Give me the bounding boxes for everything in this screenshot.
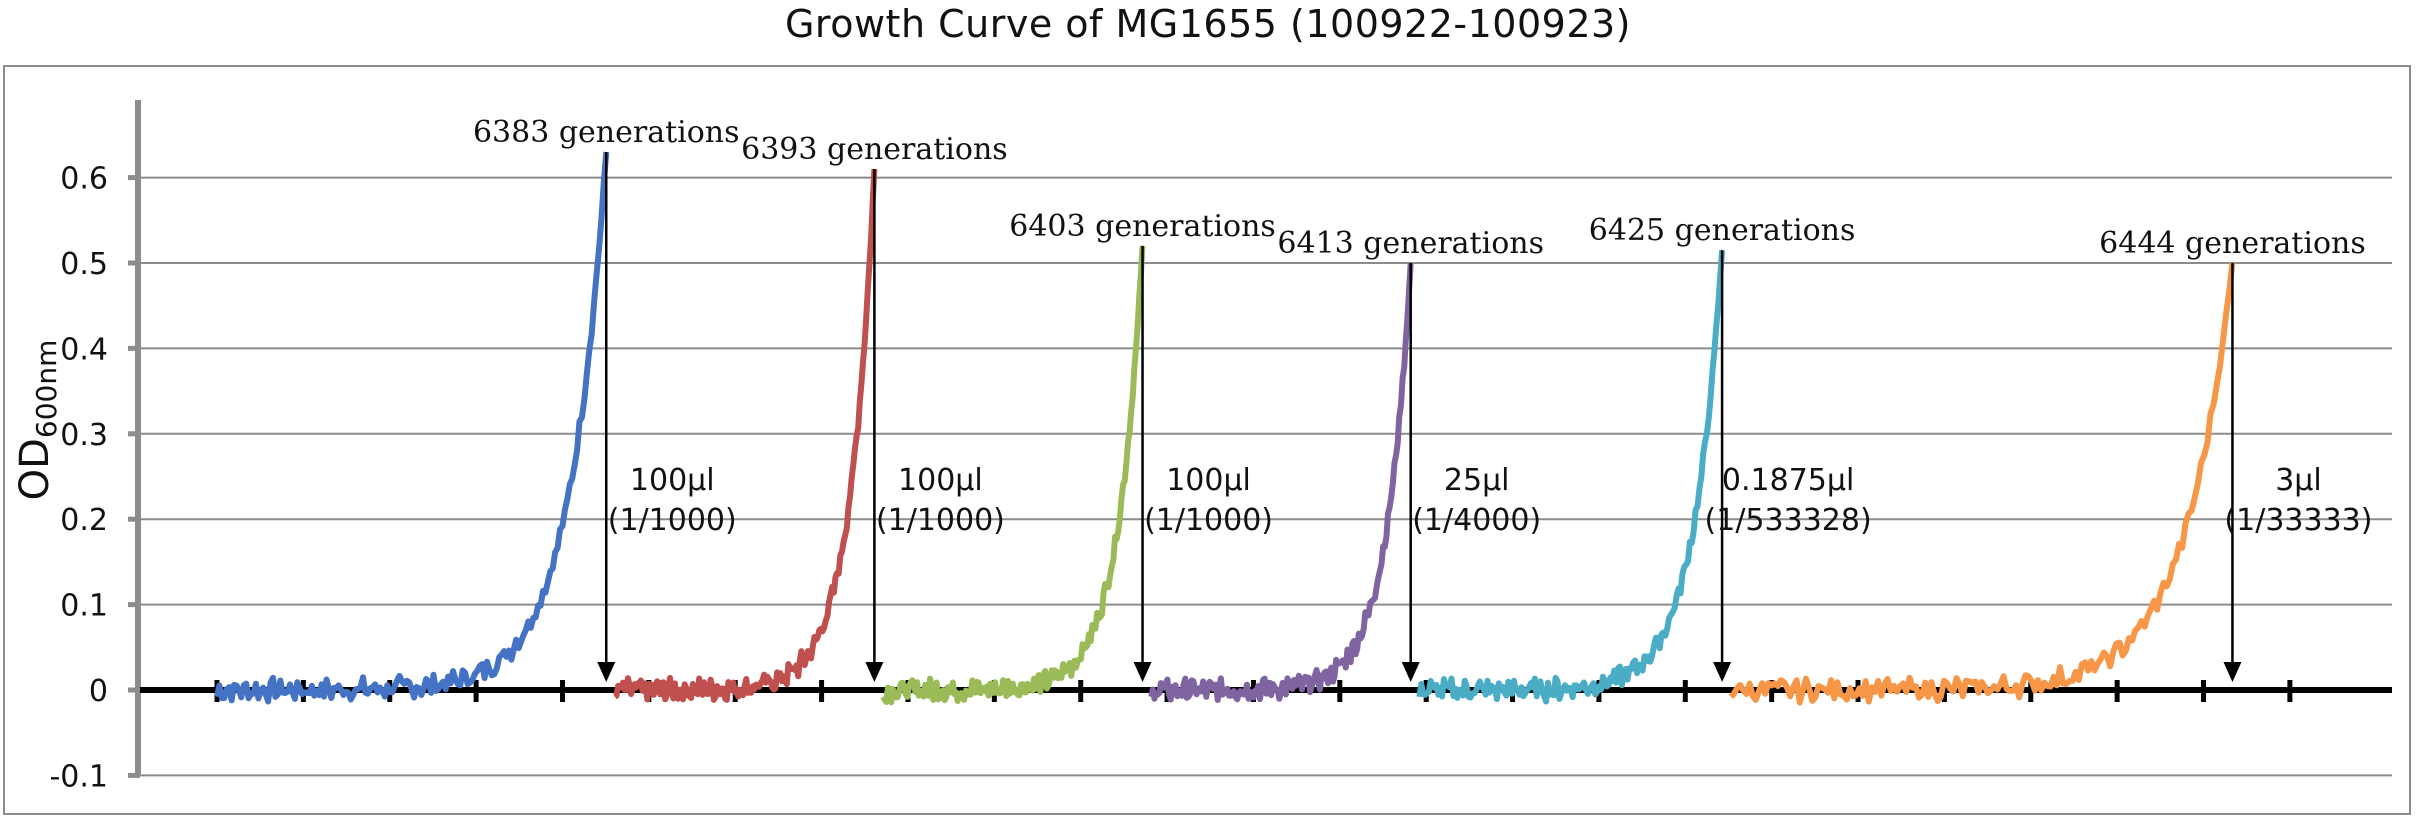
transfer-volume-label: 100μl — [1166, 463, 1251, 498]
arrow-head — [1713, 662, 1732, 682]
y-tick-label: -0.1 — [49, 759, 108, 794]
transfer-volume-label: 0.1875μl — [1722, 463, 1854, 498]
arrow-head — [597, 662, 616, 682]
generation-label: 6425 generations — [1589, 213, 1856, 248]
series-line — [214, 151, 610, 705]
series-line — [880, 245, 1146, 706]
arrow-head — [1133, 662, 1152, 682]
y-tick-label: 0 — [89, 674, 108, 709]
series-line — [1148, 262, 1414, 703]
series-line — [1728, 262, 2236, 706]
y-tick-label: 0.1 — [60, 589, 108, 624]
dilution-label: (1/4000) — [1412, 503, 1541, 538]
arrow-head — [1401, 662, 1420, 682]
dilution-label: (1/1000) — [876, 503, 1005, 538]
series-line — [1416, 249, 1726, 705]
y-tick-label: 0.4 — [60, 332, 108, 367]
generation-label: 6413 generations — [1277, 226, 1544, 261]
dilution-label: (1/533328) — [1705, 503, 1872, 538]
dilution-label: (1/1000) — [608, 503, 737, 538]
y-tick-label: 0.2 — [60, 503, 108, 538]
chart-title: Growth Curve of MG1655 (100922-100923) — [784, 2, 1632, 46]
generation-label: 6383 generations — [473, 115, 740, 150]
chart-frame — [3, 65, 2411, 815]
arrow-head — [2223, 662, 2242, 682]
y-tick-label: 0.3 — [60, 418, 108, 453]
arrow-head — [865, 662, 884, 682]
transfer-volume-label: 25μl — [1444, 463, 1510, 498]
generation-label: 6444 generations — [2099, 226, 2366, 261]
transfer-volume-label: 3μl — [2275, 463, 2322, 498]
dilution-label: (1/33333) — [2224, 503, 2372, 538]
dilution-label: (1/1000) — [1144, 503, 1273, 538]
y-axis-label: OD600nm — [12, 340, 63, 501]
generation-label: 6403 generations — [1009, 209, 1276, 244]
transfer-volume-label: 100μl — [630, 463, 715, 498]
generation-label: 6393 generations — [741, 132, 1008, 167]
series-line — [613, 168, 878, 703]
transfer-volume-label: 100μl — [898, 463, 983, 498]
y-tick-label: 0.5 — [60, 247, 108, 282]
y-tick-label: 0.6 — [60, 162, 108, 197]
